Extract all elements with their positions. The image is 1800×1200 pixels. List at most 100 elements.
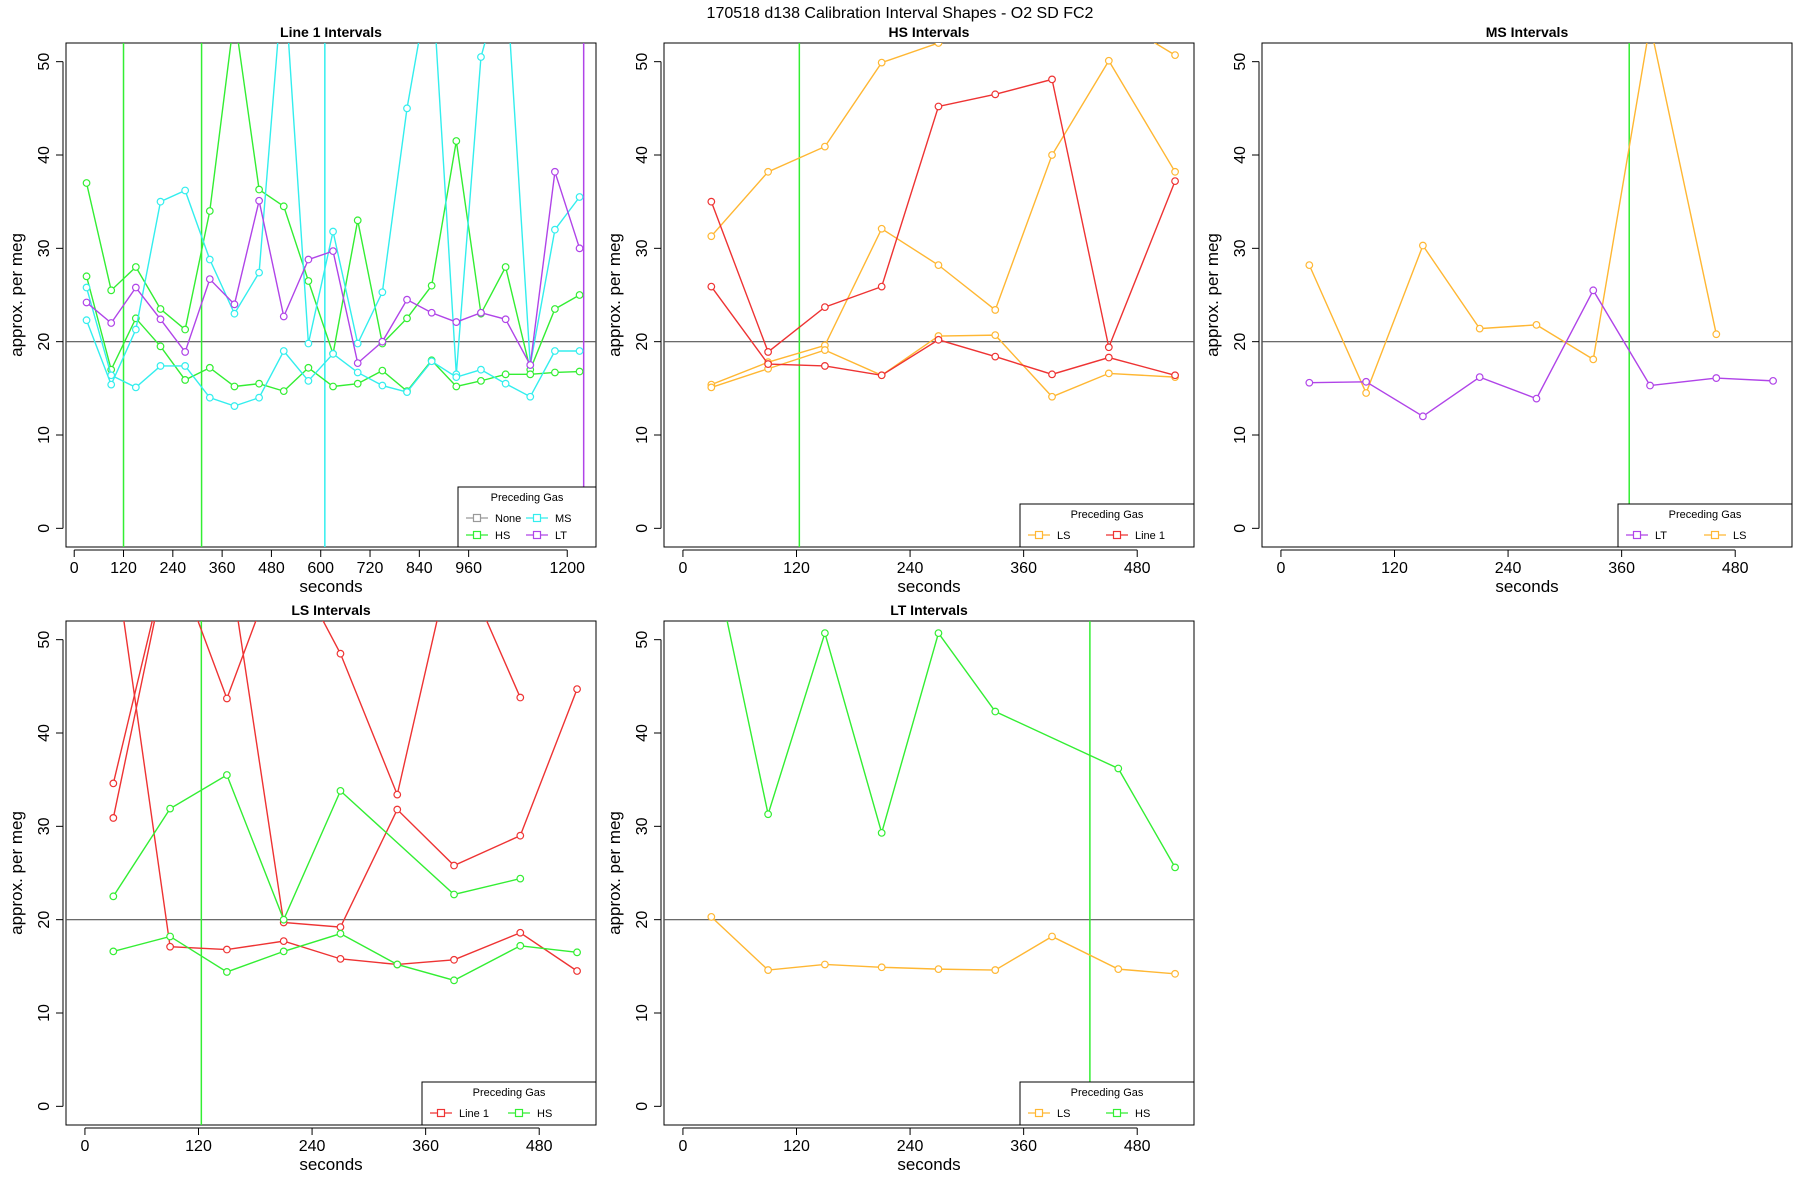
data-point <box>877 963 886 972</box>
data-point <box>222 968 231 976</box>
data-point <box>477 376 485 385</box>
data-point <box>1362 377 1371 386</box>
plot-area <box>1262 21 1792 547</box>
plot-frame <box>65 42 597 548</box>
data-point <box>450 890 458 899</box>
data-point <box>205 393 214 402</box>
y-tick-label: 30 <box>1232 239 1249 257</box>
data-point <box>393 805 402 814</box>
legend-swatch <box>1112 1108 1122 1118</box>
y-axis-label: approx. per meg <box>605 811 624 935</box>
legend-label: Line 1 <box>1135 530 1165 542</box>
x-tick-label: 0 <box>1276 560 1285 577</box>
data-point <box>1647 21 1654 28</box>
data-point <box>393 960 402 969</box>
data-point <box>551 225 559 234</box>
data-point <box>764 348 773 356</box>
x-tick-label: 240 <box>159 560 186 577</box>
legend-label: LS <box>1057 530 1070 542</box>
x-tick-label: 120 <box>110 560 137 577</box>
x-tick-label: 120 <box>185 1138 212 1155</box>
data-point <box>477 365 485 374</box>
data-point <box>279 387 288 396</box>
data-point <box>1362 389 1371 397</box>
data-point <box>764 360 773 368</box>
data-point <box>1104 343 1113 352</box>
data-point <box>1171 167 1179 176</box>
data-point <box>934 335 943 344</box>
data-point <box>1171 863 1179 872</box>
legend-label: LT <box>1655 530 1667 542</box>
x-tick-label: 120 <box>1381 560 1408 577</box>
y-tick-label: 30 <box>634 239 651 257</box>
data-point <box>877 224 886 233</box>
x-axis-label: seconds <box>299 1155 362 1174</box>
y-tick-label: 20 <box>634 333 651 351</box>
y-tick-label: 10 <box>634 426 651 444</box>
data-point <box>452 373 461 382</box>
data-point <box>82 272 91 281</box>
data-point <box>551 305 559 313</box>
data-point <box>516 941 525 950</box>
data-point <box>131 263 140 271</box>
x-tick-label: 1200 <box>549 560 585 577</box>
legend-swatch <box>1632 530 1642 540</box>
data-point <box>181 186 190 195</box>
data-point <box>1104 353 1113 362</box>
legend-swatch <box>532 530 542 540</box>
data-point <box>526 370 535 379</box>
legend-swatch <box>1710 530 1720 540</box>
data-point <box>450 861 458 870</box>
data-point <box>231 12 238 19</box>
data-point <box>451 543 458 550</box>
data-point <box>255 268 264 277</box>
legend: Preceding Gas Line 1 HS <box>421 1081 597 1126</box>
legend-swatch <box>472 530 482 540</box>
data-point <box>107 286 116 295</box>
data-point <box>934 965 943 974</box>
data-point <box>280 543 287 550</box>
data-point <box>181 362 190 370</box>
data-point <box>82 316 91 325</box>
data-point <box>820 142 829 151</box>
legend: Preceding Gas None MS HS LT <box>457 486 597 548</box>
x-tick-label: 0 <box>678 560 687 577</box>
data-point <box>279 947 288 956</box>
data-point <box>131 325 140 334</box>
data-point <box>167 543 174 550</box>
data-point <box>575 347 584 355</box>
data-point <box>378 381 387 390</box>
data-point <box>336 649 345 658</box>
series-line-ls <box>711 334 1176 398</box>
legend-swatch <box>472 513 482 523</box>
data-point <box>107 371 116 380</box>
plot-area <box>66 543 596 1125</box>
data-point <box>1646 381 1654 390</box>
data-point <box>205 363 214 372</box>
x-tick-label: 840 <box>406 560 433 577</box>
data-point <box>1114 965 1123 974</box>
data-point <box>477 308 485 317</box>
y-tick-label: 50 <box>1232 53 1249 71</box>
data-point <box>1589 286 1598 295</box>
legend-box <box>1019 1081 1195 1126</box>
y-tick-label: 40 <box>1232 146 1249 164</box>
data-point <box>551 347 559 355</box>
series-line-hs <box>726 621 1176 868</box>
data-point <box>1104 56 1113 65</box>
x-tick-label: 480 <box>1124 560 1151 577</box>
legend-box <box>421 1081 597 1126</box>
data-point <box>516 928 525 937</box>
data-point <box>1305 378 1314 387</box>
data-point <box>109 779 118 788</box>
data-point <box>991 707 1000 716</box>
data-point <box>222 945 231 954</box>
legend-swatch <box>514 1108 524 1118</box>
data-point <box>230 309 239 318</box>
x-tick-label: 240 <box>897 1138 924 1155</box>
data-point <box>501 370 510 379</box>
data-point <box>304 277 313 285</box>
data-point <box>222 771 231 779</box>
